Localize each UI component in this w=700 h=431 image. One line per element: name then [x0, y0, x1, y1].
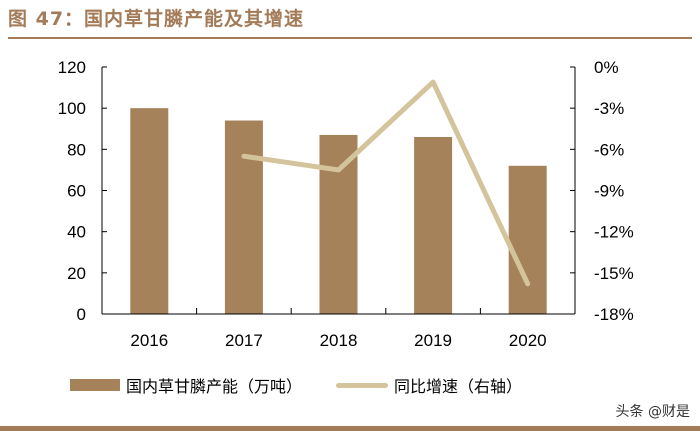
right-tick-label: -12% — [594, 223, 634, 242]
right-tick-label: -15% — [594, 264, 634, 283]
right-tick-label: 0% — [594, 58, 619, 77]
bar-2017 — [224, 120, 263, 315]
bar-2018 — [319, 134, 358, 314]
legend-line-swatch — [336, 382, 389, 388]
x-tick-label: 2019 — [414, 331, 452, 350]
left-tick-label: 100 — [58, 99, 86, 118]
x-tick-label: 2018 — [320, 331, 358, 350]
legend-line-label: 同比增速（右轴） — [394, 377, 523, 396]
left-tick-label: 20 — [67, 264, 86, 283]
bar-2016 — [130, 108, 169, 315]
chart-title: 图 47：国内草甘膦产能及其增速 — [8, 8, 305, 30]
growth-line — [241, 79, 531, 287]
x-tick-label: 2017 — [225, 331, 263, 350]
bottom-divider — [0, 426, 700, 431]
title-divider — [8, 37, 692, 39]
left-tick-label: 40 — [67, 223, 86, 242]
left-tick-label: 0 — [77, 305, 86, 324]
right-tick-label: -3% — [594, 99, 624, 118]
left-tick-label: 80 — [67, 140, 86, 159]
x-tick-label: 2016 — [130, 331, 168, 350]
right-tick-label: -6% — [594, 140, 624, 159]
legend-bar-swatch — [70, 379, 120, 391]
bar-2019 — [414, 136, 453, 314]
left-tick-label: 60 — [67, 182, 86, 201]
left-tick-label: 120 — [58, 58, 86, 77]
watermark: 头条 @财是 — [615, 404, 690, 420]
bar-2020 — [508, 165, 547, 314]
x-tick-label: 2020 — [509, 331, 547, 350]
right-tick-label: -9% — [594, 182, 624, 201]
legend: 国内草甘膦产能（万吨） 同比增速（右轴） — [70, 373, 522, 397]
legend-bar-label: 国内草甘膦产能（万吨） — [126, 377, 303, 396]
right-tick-label: -18% — [594, 305, 634, 324]
